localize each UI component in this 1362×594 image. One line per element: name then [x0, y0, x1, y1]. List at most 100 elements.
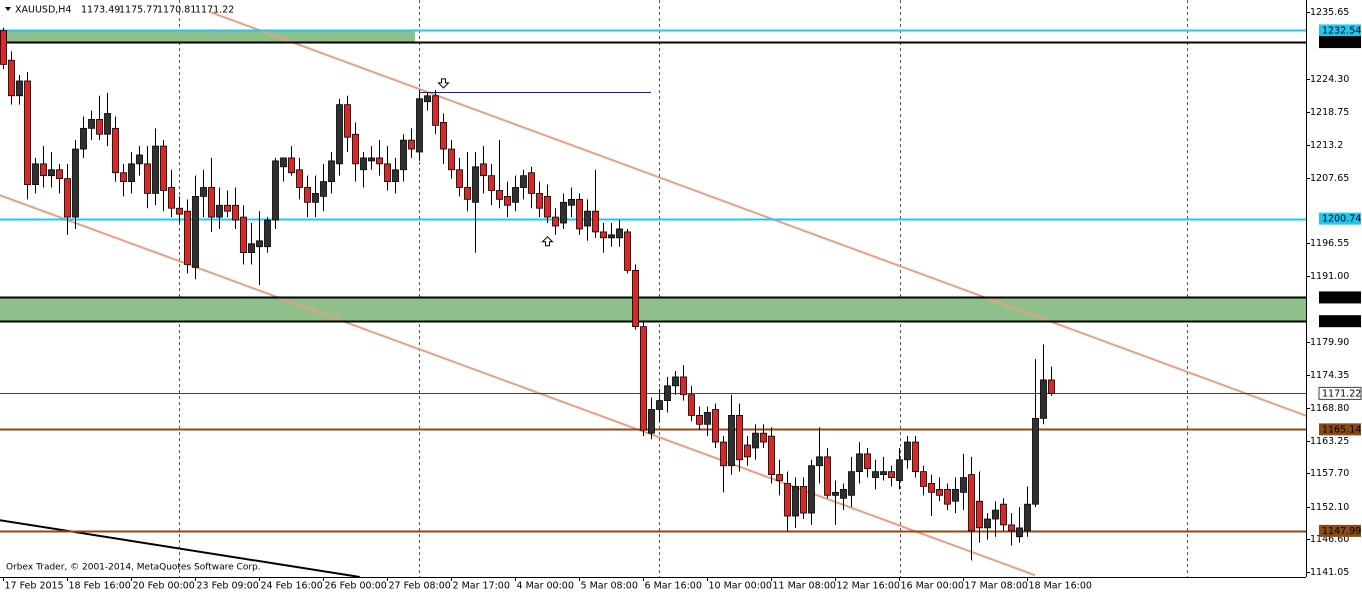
candle-body-down — [720, 441, 727, 467]
candle-body-up — [336, 104, 343, 165]
candle-body-down — [288, 157, 295, 174]
trendline — [209, 11, 1306, 417]
candle-body-down — [168, 187, 175, 209]
candle-body-up — [104, 113, 111, 135]
candle-body-up — [72, 148, 79, 218]
candle-body-down — [712, 409, 719, 443]
y-tick-label: 1168.80 — [1310, 403, 1349, 414]
y-tick-label: 1207.65 — [1310, 173, 1349, 184]
candle-body-up — [152, 145, 159, 194]
candle-body-down — [432, 95, 439, 126]
candle-body-up — [584, 210, 591, 227]
candle-body-down — [536, 193, 543, 209]
candle-body-down — [920, 471, 927, 487]
candle-body-up — [840, 488, 847, 499]
candle-body-up — [872, 471, 879, 478]
candle-body-up — [264, 219, 271, 248]
candle-body-down — [528, 172, 535, 194]
candle-body-up — [704, 412, 711, 425]
candle-body-down — [384, 163, 391, 182]
x-tick-label: 23 Feb 09:00 — [197, 581, 259, 592]
x-tick-label: 24 Feb 16:00 — [261, 581, 323, 592]
candle-body-down — [496, 190, 503, 200]
x-tick-label: 27 Feb 08:00 — [389, 581, 451, 592]
candle-body-down — [600, 231, 607, 239]
candle-body-down — [440, 122, 447, 150]
x-tick-label: 18 Mar 16:00 — [1029, 581, 1092, 592]
candle-body-up — [568, 198, 575, 206]
candle-body-up — [520, 175, 527, 188]
candle-body-down — [744, 444, 751, 458]
candle-body-up — [16, 80, 23, 97]
candle-body-up — [312, 193, 319, 203]
level-label-box — [1318, 386, 1362, 400]
candle-body-up — [368, 157, 375, 162]
y-tick-label: 1146.60 — [1310, 534, 1349, 545]
y-tick-label: 1191.00 — [1310, 271, 1349, 282]
candle-body-up — [816, 456, 823, 467]
candle-body-down — [376, 157, 383, 165]
level-label-box — [1319, 423, 1361, 436]
candle-body-down — [936, 488, 943, 496]
candle-body-down — [624, 231, 631, 271]
candle-body-up — [320, 181, 327, 197]
candle-body-down — [176, 207, 183, 215]
candle-body-up — [656, 400, 663, 410]
y-tick-label: 1141.05 — [1310, 567, 1349, 578]
candle-body-up — [392, 169, 399, 182]
candle-body-down — [184, 210, 191, 265]
level-label-box — [1319, 36, 1361, 49]
menu-triangle[interactable] — [5, 7, 11, 11]
candle-body-down — [888, 471, 895, 478]
candle-body-up — [1040, 379, 1047, 419]
candle-body-up — [88, 119, 95, 129]
candle-body-up — [80, 127, 87, 150]
candle-body-up — [32, 163, 39, 185]
arrow-marker — [541, 236, 554, 247]
header-high: 1175.77 — [119, 5, 158, 16]
candle-body-up — [880, 471, 887, 475]
candle-body-up — [200, 187, 207, 197]
candle-body-down — [488, 175, 495, 191]
y-tick-label: 1218.75 — [1310, 107, 1349, 118]
candle-body-up — [648, 409, 655, 434]
candle-body-up — [904, 441, 911, 461]
x-tick-label: 26 Feb 00:00 — [325, 581, 387, 592]
candle-body-down — [776, 474, 783, 481]
candle-body-up — [400, 139, 407, 171]
candle-body-up — [808, 465, 815, 514]
y-tick-label: 1235.65 — [1310, 7, 1349, 18]
y-tick-label: 1163.25 — [1310, 436, 1349, 447]
candle-body-up — [792, 486, 799, 517]
candle-body-down — [96, 119, 103, 135]
level-label: 1230.57 — [1322, 37, 1361, 48]
candle-body-down — [224, 204, 231, 212]
candle-body-up — [512, 187, 519, 203]
header-open: 1173.49 — [81, 5, 120, 16]
candle-body-down — [296, 169, 303, 188]
candle-body-down — [480, 163, 487, 177]
candle-body-down — [112, 127, 119, 174]
candle-body-up — [136, 154, 143, 165]
candle-body-down — [1048, 379, 1055, 394]
candle-body-down — [688, 394, 695, 416]
candle-body-up — [856, 453, 863, 473]
candle-body-up — [952, 488, 959, 502]
candle-body-up — [360, 157, 367, 171]
level-label: 1171.22 — [1322, 388, 1361, 399]
candle-body-down — [760, 432, 767, 443]
x-tick-label: 18 Feb 16:00 — [69, 581, 131, 592]
candle-body-up — [472, 166, 479, 203]
candle-body-down — [784, 483, 791, 517]
candle-body-down — [552, 216, 559, 227]
x-tick-label: 16 Mar 00:00 — [901, 581, 964, 592]
level-label: 1147.99 — [1322, 526, 1361, 537]
y-tick-label: 1157.70 — [1310, 468, 1349, 479]
candle-body-down — [680, 376, 687, 396]
candle-body-down — [640, 326, 647, 431]
y-tick-label: 1196.55 — [1310, 238, 1349, 249]
candle-body-down — [120, 172, 127, 182]
footer-text: Orbex Trader, © 2001-2014, MetaQuotes So… — [6, 563, 261, 573]
candle-body-up — [248, 243, 255, 254]
candle-body-down — [8, 59, 15, 97]
